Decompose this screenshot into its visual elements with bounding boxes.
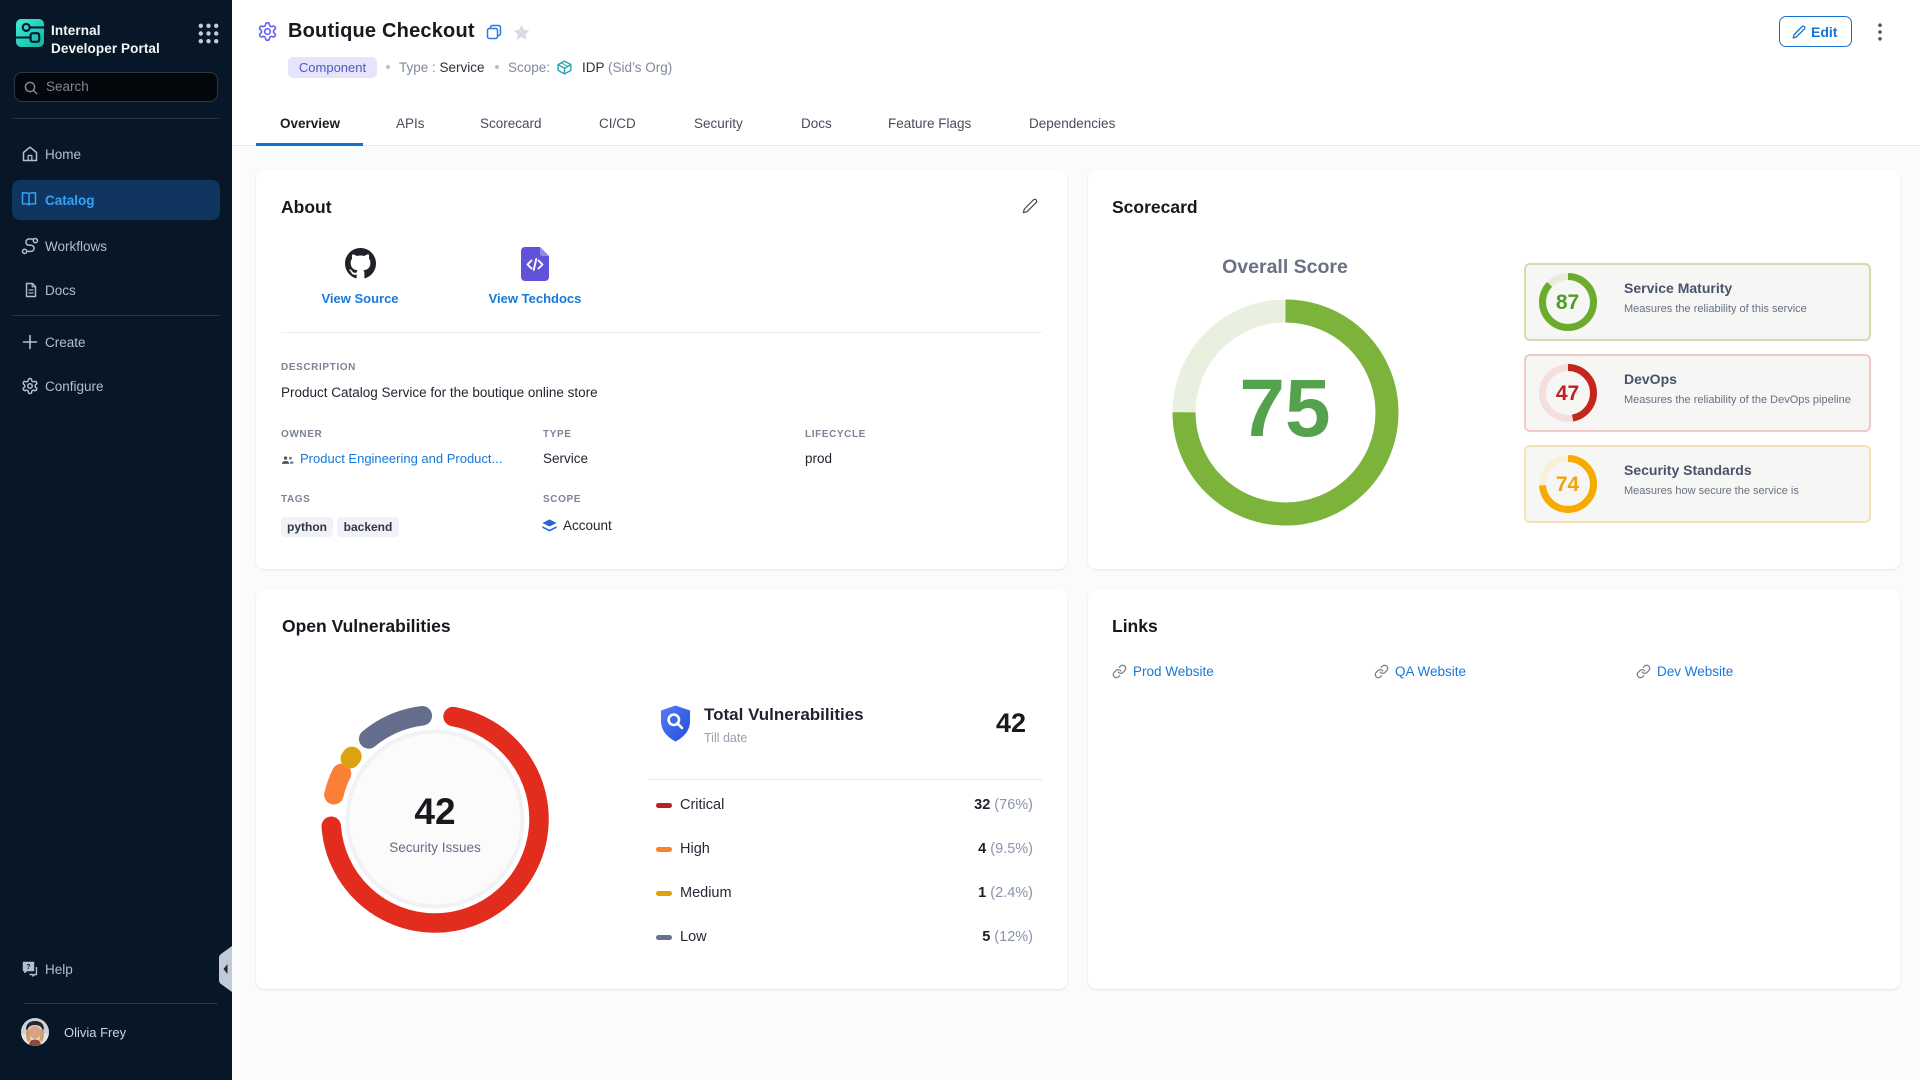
svg-text:?: ? xyxy=(26,964,30,971)
